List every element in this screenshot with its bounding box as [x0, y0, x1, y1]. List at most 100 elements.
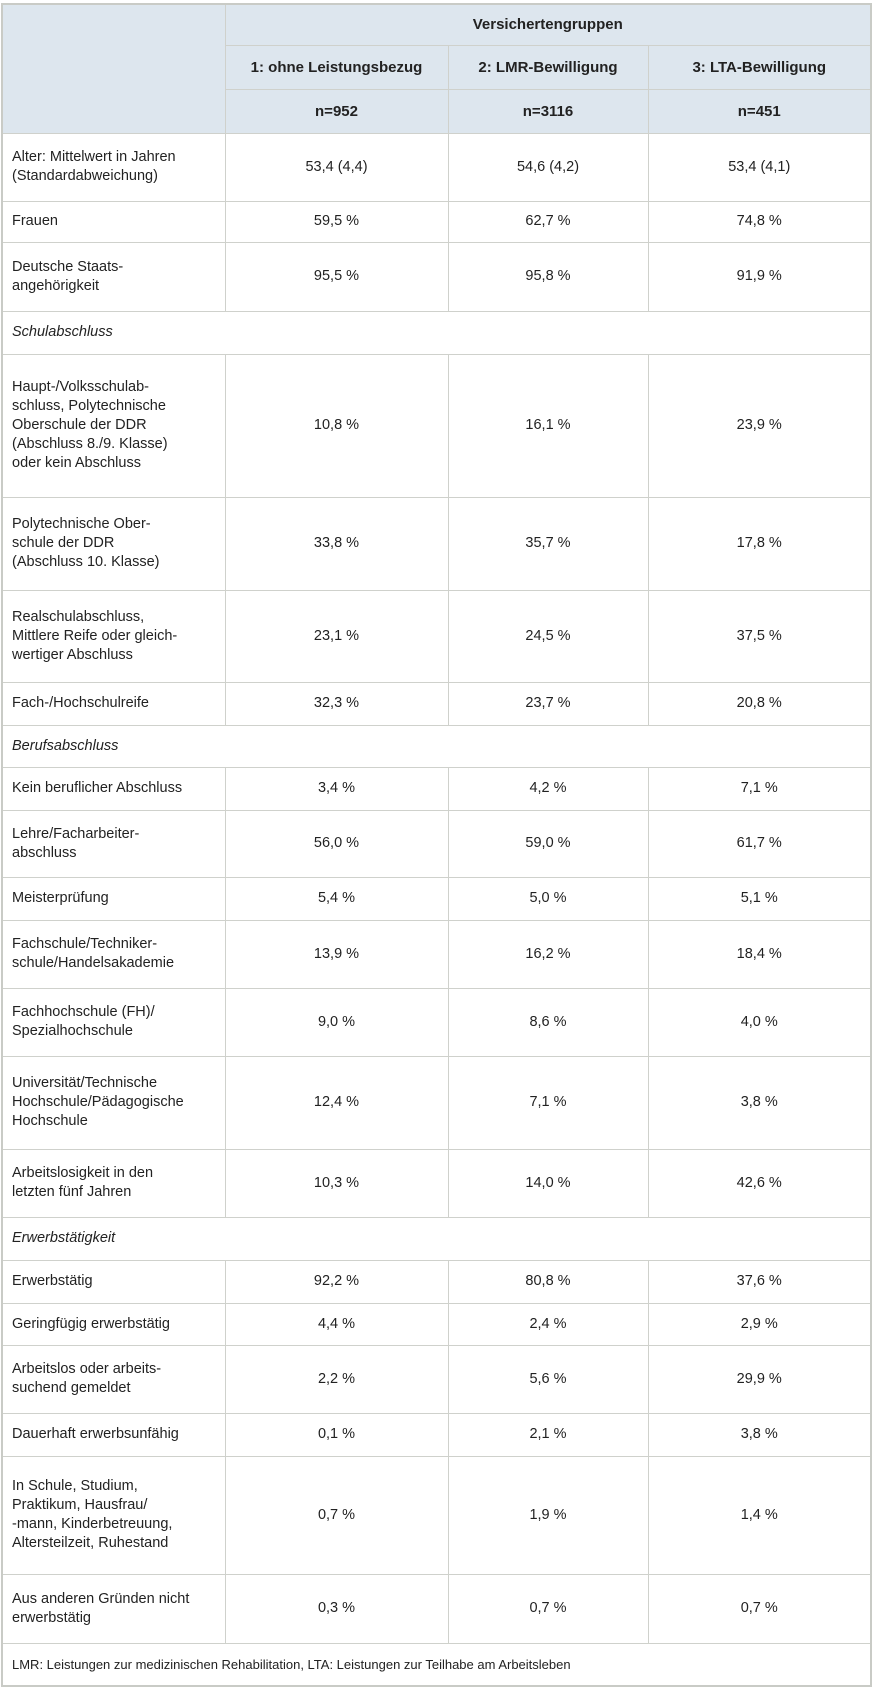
- value-cell-group-1: 23,1 %: [224, 589, 449, 683]
- table-row: Aus anderen Gründen nicht erwerbstätig 0,…: [1, 1573, 872, 1644]
- value-cell-group-2: 2,4 %: [447, 1302, 649, 1346]
- value-cell-group-3: 61,7 %: [647, 809, 872, 878]
- section-label: Berufsabschluss: [1, 724, 872, 768]
- row-label: In Schule, Studium, Praktikum, Hausfrau/…: [1, 1455, 226, 1575]
- value-cell-group-1: 10,3 %: [224, 1148, 449, 1218]
- value-cell-group-3: 29,9 %: [647, 1344, 872, 1414]
- row-label: Polytechnische Ober- schule der DDR (Abs…: [1, 496, 226, 591]
- row-label: Fachschule/Techniker- schule/Handelsakad…: [1, 919, 226, 989]
- table-row: Arbeitslos oder arbeits- suchend gemelde…: [1, 1344, 872, 1414]
- table-row: Meisterprüfung 5,4 % 5,0 % 5,1 %: [1, 876, 872, 921]
- row-label: Arbeitslosigkeit in den letzten fünf Jah…: [1, 1148, 226, 1218]
- value-cell-group-3: 17,8 %: [647, 496, 872, 591]
- row-label: Frauen: [1, 200, 226, 243]
- row-label: Geringfügig erwerbstätig: [1, 1302, 226, 1346]
- table-row: Fachschule/Techniker- schule/Handelsakad…: [1, 919, 872, 989]
- section-row: Erwerbstätigkeit: [1, 1216, 872, 1261]
- value-cell-group-2: 54,6 (4,2): [447, 132, 649, 202]
- data-table: Versichertengruppen 1: ohne Leistungsbez…: [1, 3, 872, 1687]
- value-cell-group-2: 14,0 %: [447, 1148, 649, 1218]
- value-cell-group-1: 0,3 %: [224, 1573, 449, 1644]
- row-label: Deutsche Staats- angehörigkeit: [1, 241, 226, 312]
- value-cell-group-2: 8,6 %: [447, 987, 649, 1057]
- column-header-1: 1: ohne Leistungsbezug: [224, 44, 449, 90]
- value-cell-group-1: 32,3 %: [224, 681, 449, 726]
- value-cell-group-2: 35,7 %: [447, 496, 649, 591]
- value-cell-group-1: 10,8 %: [224, 353, 449, 498]
- value-cell-group-2: 95,8 %: [447, 241, 649, 312]
- table-row: Lehre/Facharbeiter- abschluss 56,0 % 59,0 …: [1, 809, 872, 878]
- row-label: Fach-/Hochschulreife: [1, 681, 226, 726]
- table-row: Fachhochschule (FH)/ Spezialhochschule 9,…: [1, 987, 872, 1057]
- footnote: LMR: Leistungen zur medizinischen Rehabi…: [1, 1642, 872, 1687]
- value-cell-group-3: 3,8 %: [647, 1412, 872, 1457]
- row-label: Erwerbstätig: [1, 1259, 226, 1304]
- table-row: Universität/Technische Hochschule/Pädago…: [1, 1055, 872, 1150]
- n-header-1: n=952: [224, 88, 449, 134]
- row-label: Universität/Technische Hochschule/Pädago…: [1, 1055, 226, 1150]
- value-cell-group-3: 37,6 %: [647, 1259, 872, 1304]
- value-cell-group-1: 12,4 %: [224, 1055, 449, 1150]
- row-label: Dauerhaft erwerbsunfähig: [1, 1412, 226, 1457]
- value-cell-group-1: 95,5 %: [224, 241, 449, 312]
- value-cell-group-2: 23,7 %: [447, 681, 649, 726]
- value-cell-group-2: 0,7 %: [447, 1573, 649, 1644]
- value-cell-group-3: 23,9 %: [647, 353, 872, 498]
- row-label: Haupt-/Volksschulab- schluss, Polytechni…: [1, 353, 226, 498]
- value-cell-group-1: 53,4 (4,4): [224, 132, 449, 202]
- table-row: Polytechnische Ober- schule der DDR (Abs…: [1, 496, 872, 591]
- row-label: Meisterprüfung: [1, 876, 226, 921]
- value-cell-group-3: 20,8 %: [647, 681, 872, 726]
- table-row: In Schule, Studium, Praktikum, Hausfrau/…: [1, 1455, 872, 1575]
- value-cell-group-2: 5,0 %: [447, 876, 649, 921]
- row-label: Kein beruflicher Abschluss: [1, 766, 226, 811]
- value-cell-group-1: 2,2 %: [224, 1344, 449, 1414]
- value-cell-group-3: 3,8 %: [647, 1055, 872, 1150]
- row-label: Realschulabschluss, Mittlere Reife oder …: [1, 589, 226, 683]
- table-row: Realschulabschluss, Mittlere Reife oder …: [1, 589, 872, 683]
- value-cell-group-2: 62,7 %: [447, 200, 649, 243]
- group-title: Versichertengruppen: [224, 3, 872, 46]
- row-label: Lehre/Facharbeiter- abschluss: [1, 809, 226, 878]
- column-header-2: 2: LMR-Bewilligung: [447, 44, 649, 90]
- table-row: Kein beruflicher Abschluss 3,4 % 4,2 % 7,1 …: [1, 766, 872, 811]
- value-cell-group-3: 37,5 %: [647, 589, 872, 683]
- table-row: Haupt-/Volksschulab- schluss, Polytechni…: [1, 353, 872, 498]
- corner-cell: [1, 3, 226, 134]
- row-label: Fachhochschule (FH)/ Spezialhochschule: [1, 987, 226, 1057]
- row-label: Aus anderen Gründen nicht erwerbstätig: [1, 1573, 226, 1644]
- table-row: Dauerhaft erwerbsunfähig 0,1 % 2,1 % 3,8 %: [1, 1412, 872, 1457]
- section-row: Schulabschluss: [1, 310, 872, 355]
- row-label: Arbeitslos oder arbeits- suchend gemelde…: [1, 1344, 226, 1414]
- table-row: Alter: Mittelwert in Jahren (Standardabw…: [1, 132, 872, 202]
- value-cell-group-3: 1,4 %: [647, 1455, 872, 1575]
- table-row: Geringfügig erwerbstätig 4,4 % 2,4 % 2,9 %: [1, 1302, 872, 1346]
- value-cell-group-3: 7,1 %: [647, 766, 872, 811]
- value-cell-group-3: 42,6 %: [647, 1148, 872, 1218]
- value-cell-group-3: 91,9 %: [647, 241, 872, 312]
- value-cell-group-2: 80,8 %: [447, 1259, 649, 1304]
- value-cell-group-3: 2,9 %: [647, 1302, 872, 1346]
- value-cell-group-1: 0,1 %: [224, 1412, 449, 1457]
- value-cell-group-2: 4,2 %: [447, 766, 649, 811]
- value-cell-group-1: 33,8 %: [224, 496, 449, 591]
- value-cell-group-1: 4,4 %: [224, 1302, 449, 1346]
- n-header-2: n=3116: [447, 88, 649, 134]
- value-cell-group-3: 74,8 %: [647, 200, 872, 243]
- table-row: Erwerbstätig 92,2 % 80,8 % 37,6 %: [1, 1259, 872, 1304]
- table-row: Fach-/Hochschulreife 32,3 % 23,7 % 20,8 %: [1, 681, 872, 726]
- value-cell-group-3: 18,4 %: [647, 919, 872, 989]
- value-cell-group-1: 13,9 %: [224, 919, 449, 989]
- n-header-3: n=451: [647, 88, 872, 134]
- row-label: Alter: Mittelwert in Jahren (Standardabw…: [1, 132, 226, 202]
- section-label: Erwerbstätigkeit: [1, 1216, 872, 1261]
- value-cell-group-1: 9,0 %: [224, 987, 449, 1057]
- value-cell-group-2: 1,9 %: [447, 1455, 649, 1575]
- table-row: Deutsche Staats- angehörigkeit 95,5 % 95,8…: [1, 241, 872, 312]
- value-cell-group-3: 0,7 %: [647, 1573, 872, 1644]
- value-cell-group-2: 7,1 %: [447, 1055, 649, 1150]
- section-row: Berufsabschluss: [1, 724, 872, 768]
- value-cell-group-1: 92,2 %: [224, 1259, 449, 1304]
- table-row: Frauen 59,5 % 62,7 % 74,8 %: [1, 200, 872, 243]
- value-cell-group-3: 4,0 %: [647, 987, 872, 1057]
